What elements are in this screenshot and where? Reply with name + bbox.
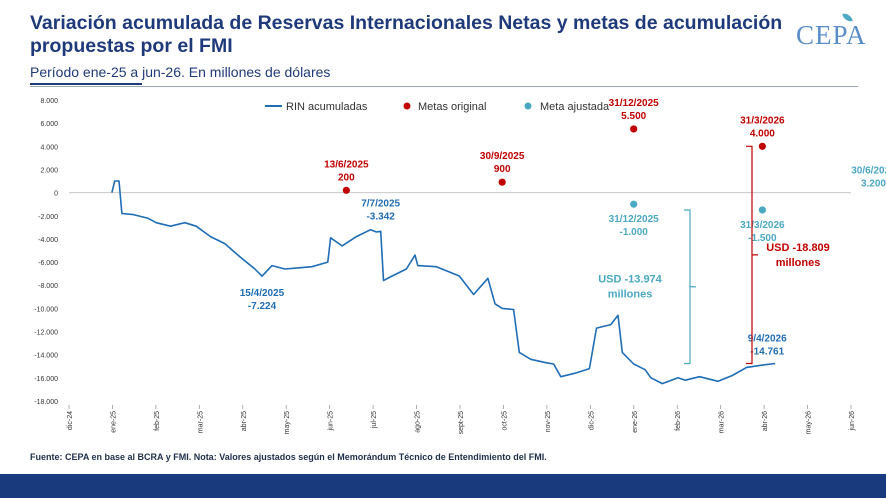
cepa-logo: CEPA bbox=[796, 20, 867, 50]
meta-original-point bbox=[630, 125, 638, 133]
chart-subtitle: Período ene-25 a jun-26. En millones de … bbox=[30, 64, 331, 80]
header-divider bbox=[30, 86, 858, 87]
y-tick-label: -10.000 bbox=[34, 306, 58, 313]
meta-original-value-label: 200 bbox=[338, 172, 355, 183]
x-tick-label: mar-25 bbox=[197, 411, 204, 433]
y-tick-label: -16.000 bbox=[34, 376, 58, 383]
x-tick-label: abr-26 bbox=[762, 411, 769, 431]
y-tick-label: -12.000 bbox=[34, 330, 58, 337]
meta-original-point bbox=[342, 186, 350, 194]
series-annotation-value: -14.761 bbox=[750, 347, 784, 358]
y-tick-label: -6.000 bbox=[38, 260, 58, 267]
meta-ajustada-value-label: 3.200 bbox=[861, 179, 886, 190]
x-tick-label: may-26 bbox=[806, 411, 813, 434]
x-tick-label: oct-25 bbox=[501, 411, 508, 431]
gap-label-amount: USD -13.974 bbox=[598, 274, 662, 286]
meta-ajustada-point bbox=[630, 200, 638, 208]
rin-series-line bbox=[111, 180, 776, 385]
x-tick-label: ene-26 bbox=[632, 411, 639, 433]
x-tick-label: sept-25 bbox=[458, 411, 465, 434]
x-tick-label: feb-26 bbox=[675, 411, 682, 431]
x-tick-label: jun-25 bbox=[328, 411, 335, 432]
x-tick-label: feb-25 bbox=[154, 411, 161, 431]
y-tick-label: 2.000 bbox=[40, 167, 58, 174]
meta-ajustada-date-label: 31/12/2025 bbox=[609, 214, 659, 225]
meta-original-point bbox=[758, 142, 766, 150]
series-annotation-value: -7.224 bbox=[248, 301, 277, 312]
series-annotation-date: 7/7/2025 bbox=[361, 198, 400, 209]
meta-ajustada-value-label: -1.000 bbox=[620, 227, 649, 238]
series-annotation-date: 9/4/2026 bbox=[748, 334, 787, 345]
x-tick-label: may-25 bbox=[284, 411, 291, 434]
source-note: Fuente: CEPA en base al BCRA y FMI. Nota… bbox=[30, 452, 547, 462]
y-tick-label: -4.000 bbox=[38, 237, 58, 244]
legend-swatch-metas-original bbox=[403, 102, 411, 110]
y-tick-label: 8.000 bbox=[40, 98, 58, 105]
y-tick-label: -18.000 bbox=[34, 399, 58, 406]
legend-label-metas-original: Metas original bbox=[418, 101, 486, 113]
meta-ajustada-value-label: -1.500 bbox=[748, 233, 777, 244]
meta-original-point bbox=[498, 178, 506, 186]
x-tick-label: nov-25 bbox=[545, 411, 552, 433]
meta-ajustada-point bbox=[758, 206, 766, 214]
meta-original-date-label: 31/3/2026 bbox=[740, 115, 785, 126]
gap-label-amount: USD -18.809 bbox=[766, 242, 830, 254]
gap-label-unit: millones bbox=[776, 257, 821, 269]
meta-original-value-label: 4.000 bbox=[750, 128, 775, 139]
meta-original-date-label: 30/9/2025 bbox=[480, 151, 525, 162]
x-tick-label: jul-25 bbox=[371, 411, 378, 429]
y-tick-label: -8.000 bbox=[38, 283, 58, 290]
chart-title: Variación acumulada de Reservas Internac… bbox=[30, 12, 783, 57]
y-tick-label: -14.000 bbox=[34, 353, 58, 360]
gap-bracket bbox=[684, 209, 696, 365]
x-tick-label: dic-24 bbox=[67, 411, 74, 430]
legend-label-meta-ajustada: Meta ajustada bbox=[540, 101, 610, 113]
legend-swatch-meta-ajustada bbox=[524, 102, 532, 110]
gap-bracket bbox=[746, 145, 758, 365]
meta-ajustada-date-label: 30/6/2026 bbox=[851, 166, 886, 177]
legend-label-rin: RIN acumuladas bbox=[286, 101, 368, 113]
meta-original-date-label: 31/12/2025 bbox=[609, 98, 659, 109]
meta-original-value-label: 900 bbox=[494, 164, 511, 175]
series-annotation-value: -3.342 bbox=[366, 211, 395, 222]
x-tick-label: abr-25 bbox=[241, 411, 248, 431]
x-tick-label: ene-25 bbox=[110, 411, 117, 433]
subtitle-underline bbox=[30, 83, 142, 85]
y-tick-label: 4.000 bbox=[40, 144, 58, 151]
y-tick-label: -2.000 bbox=[38, 214, 58, 221]
x-tick-label: dic-25 bbox=[588, 411, 595, 430]
meta-original-date-label: 13/6/2025 bbox=[324, 159, 369, 170]
rin-chart: 8.000 6.000 4.000 2.000 0 -2.000 -4.000 -6.000 -… bbox=[34, 98, 886, 434]
meta-ajustada-date-label: 31/3/2026 bbox=[740, 220, 785, 231]
meta-original-value-label: 5.500 bbox=[621, 111, 646, 122]
y-tick-label: 6.000 bbox=[40, 121, 58, 128]
x-tick-label: mar-26 bbox=[719, 411, 726, 433]
x-tick-label: ago-25 bbox=[415, 411, 422, 433]
gap-label-unit: millones bbox=[608, 289, 653, 301]
footer-bar bbox=[0, 474, 886, 498]
series-annotation-date: 15/4/2025 bbox=[240, 288, 285, 299]
y-tick-label: 0 bbox=[54, 191, 58, 198]
x-tick-label: jun-26 bbox=[849, 411, 856, 432]
